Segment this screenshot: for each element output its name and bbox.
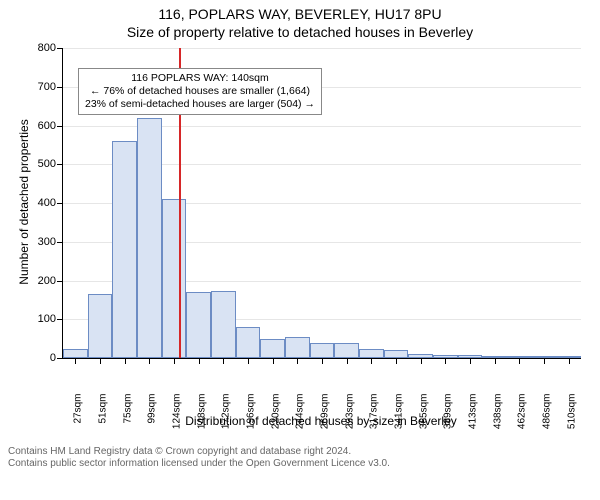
- histogram-bar: [334, 343, 359, 358]
- x-tick: [371, 358, 372, 364]
- x-tick-label: 389sqm: [443, 394, 454, 442]
- x-tick: [199, 358, 200, 364]
- histogram-bar: [260, 339, 285, 358]
- y-tick-label: 200: [28, 275, 56, 287]
- x-tick: [519, 358, 520, 364]
- x-tick: [347, 358, 348, 364]
- histogram-bar: [186, 292, 211, 358]
- page-title-line2: Size of property relative to detached ho…: [0, 24, 600, 40]
- annotation-line: ← 76% of detached houses are smaller (1,…: [85, 85, 315, 98]
- x-tick: [544, 358, 545, 364]
- x-tick-label: 365sqm: [418, 394, 429, 442]
- y-tick: [57, 126, 63, 127]
- y-tick-label: 600: [28, 120, 56, 132]
- histogram-bar: [211, 291, 236, 358]
- x-tick-label: 51sqm: [98, 394, 109, 442]
- histogram-chart: Number of detached properties Distributi…: [0, 40, 600, 442]
- y-tick-label: 700: [28, 81, 56, 93]
- x-tick-label: 341sqm: [394, 394, 405, 442]
- histogram-bar: [384, 350, 409, 358]
- x-tick-label: 317sqm: [369, 394, 380, 442]
- histogram-bar: [112, 141, 137, 358]
- y-tick-label: 0: [28, 352, 56, 364]
- x-tick-label: 75sqm: [122, 394, 133, 442]
- histogram-bar: [359, 349, 384, 358]
- x-tick: [75, 358, 76, 364]
- y-tick-label: 500: [28, 158, 56, 170]
- y-tick: [57, 281, 63, 282]
- grid-line: [63, 48, 581, 49]
- y-tick: [57, 87, 63, 88]
- histogram-bar: [137, 118, 162, 358]
- footer-line: Contains public sector information licen…: [8, 458, 600, 470]
- x-tick-label: 269sqm: [320, 394, 331, 442]
- histogram-bar: [88, 294, 113, 358]
- x-tick-label: 413sqm: [468, 394, 479, 442]
- y-tick: [57, 358, 63, 359]
- x-tick-label: 99sqm: [147, 394, 158, 442]
- x-tick-label: 220sqm: [270, 394, 281, 442]
- y-tick-label: 300: [28, 236, 56, 248]
- x-tick-label: 462sqm: [517, 394, 528, 442]
- x-tick: [322, 358, 323, 364]
- page-title-line1: 116, POPLARS WAY, BEVERLEY, HU17 8PU: [0, 6, 600, 22]
- annotation-line: 116 POPLARS WAY: 140sqm: [85, 72, 315, 85]
- x-tick: [149, 358, 150, 364]
- y-tick-label: 100: [28, 313, 56, 325]
- x-tick: [470, 358, 471, 364]
- x-tick-label: 438sqm: [492, 394, 503, 442]
- x-tick: [445, 358, 446, 364]
- x-tick-label: 27sqm: [73, 394, 84, 442]
- footer-line: Contains HM Land Registry data © Crown c…: [8, 446, 600, 458]
- y-tick-label: 800: [28, 42, 56, 54]
- x-tick-label: 196sqm: [246, 394, 257, 442]
- x-tick-label: 148sqm: [196, 394, 207, 442]
- y-tick: [57, 203, 63, 204]
- annotation-line: 23% of semi-detached houses are larger (…: [85, 98, 315, 111]
- histogram-bar: [285, 337, 310, 358]
- x-tick: [273, 358, 274, 364]
- y-tick: [57, 242, 63, 243]
- x-tick-label: 244sqm: [295, 394, 306, 442]
- x-tick-label: 293sqm: [344, 394, 355, 442]
- x-tick-label: 124sqm: [172, 394, 183, 442]
- x-tick: [569, 358, 570, 364]
- histogram-bar: [162, 199, 187, 358]
- footer-attribution: Contains HM Land Registry data © Crown c…: [8, 446, 600, 470]
- y-tick-label: 400: [28, 197, 56, 209]
- x-tick: [396, 358, 397, 364]
- x-tick: [421, 358, 422, 364]
- x-tick: [223, 358, 224, 364]
- y-tick: [57, 48, 63, 49]
- x-tick-label: 172sqm: [221, 394, 232, 442]
- x-tick: [174, 358, 175, 364]
- x-tick: [125, 358, 126, 364]
- x-tick-label: 486sqm: [542, 394, 553, 442]
- y-tick: [57, 319, 63, 320]
- x-tick-label: 510sqm: [566, 394, 577, 442]
- x-tick: [495, 358, 496, 364]
- histogram-bar: [236, 327, 261, 358]
- annotation-box: 116 POPLARS WAY: 140sqm ← 76% of detache…: [78, 68, 322, 115]
- y-tick: [57, 164, 63, 165]
- histogram-bar: [310, 343, 335, 359]
- histogram-bar: [63, 349, 88, 358]
- x-tick: [100, 358, 101, 364]
- x-tick: [297, 358, 298, 364]
- x-tick: [248, 358, 249, 364]
